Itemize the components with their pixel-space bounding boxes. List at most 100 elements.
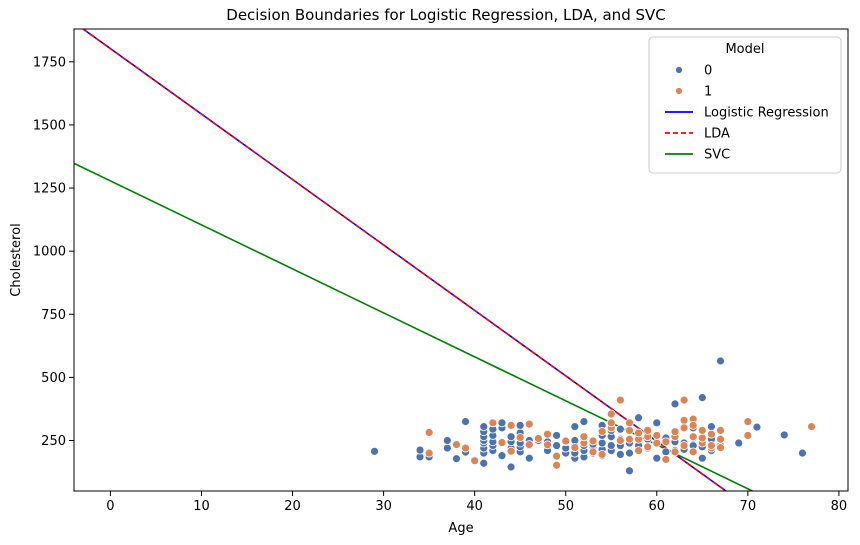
legend-marker-1 (675, 87, 683, 95)
point-class-1 (488, 418, 498, 428)
point-class-0 (524, 453, 534, 463)
point-class-0 (697, 393, 707, 402)
point-class-0 (606, 441, 616, 450)
point-class-1 (643, 426, 653, 435)
legend: Model 0 1 Logistic Regression LDA SVC (648, 36, 842, 174)
point-class-1 (534, 434, 543, 443)
y-tick-label: 1250 (33, 182, 66, 197)
point-class-0 (579, 417, 589, 426)
point-class-0 (734, 438, 744, 448)
point-class-1 (697, 433, 707, 443)
x-tick-label: 0 (106, 499, 114, 514)
scatter-points (370, 356, 816, 476)
point-class-1 (497, 438, 507, 447)
x-tick-label: 40 (466, 499, 483, 514)
point-class-1 (570, 443, 580, 452)
point-class-1 (707, 429, 716, 439)
lda-line (82, 29, 727, 491)
point-class-0 (497, 451, 507, 461)
legend-label: 1 (704, 85, 712, 100)
point-class-1 (597, 449, 607, 459)
point-class-1 (506, 446, 516, 456)
point-class-1 (579, 432, 589, 442)
point-class-1 (524, 440, 534, 449)
point-class-0 (779, 430, 789, 440)
point-class-1 (743, 417, 753, 426)
point-class-1 (679, 395, 689, 405)
point-class-0 (452, 454, 461, 464)
point-class-1 (670, 447, 680, 457)
y-tick-label: 750 (41, 308, 66, 323)
point-class-1 (716, 434, 725, 444)
x-tick-label: 70 (740, 499, 757, 514)
point-class-0 (506, 462, 516, 472)
point-class-0 (552, 441, 562, 450)
point-class-0 (370, 446, 379, 456)
point-class-1 (652, 431, 662, 440)
point-class-1 (670, 427, 680, 437)
point-class-1 (543, 429, 552, 439)
legend-label: SVC (704, 148, 730, 163)
point-class-1 (697, 426, 707, 435)
point-class-0 (652, 453, 662, 463)
point-class-1 (597, 427, 607, 436)
point-class-1 (424, 448, 434, 458)
point-class-1 (524, 419, 534, 429)
point-class-0 (570, 422, 580, 432)
point-class-1 (707, 441, 716, 450)
point-class-1 (679, 441, 689, 450)
x-tick-label: 50 (557, 499, 574, 514)
point-class-1 (561, 436, 571, 446)
x-tick-label: 30 (375, 499, 392, 514)
point-class-0 (652, 418, 662, 428)
point-class-1 (688, 447, 698, 457)
point-class-0 (479, 422, 489, 432)
point-class-0 (415, 445, 425, 455)
point-class-1 (506, 420, 516, 430)
point-class-0 (442, 436, 452, 445)
x-axis: 0 10 20 30 40 50 60 70 80 (106, 491, 847, 514)
point-class-1 (661, 455, 671, 464)
point-class-1 (615, 395, 625, 405)
point-class-0 (661, 447, 671, 457)
y-tick-label: 1500 (33, 118, 66, 133)
point-class-0 (552, 431, 562, 440)
point-class-0 (716, 356, 725, 366)
y-tick-label: 1000 (33, 245, 66, 260)
legend-marker-0 (675, 66, 683, 74)
point-class-1 (552, 451, 562, 461)
point-class-1 (634, 428, 643, 438)
x-tick-label: 10 (193, 499, 210, 514)
point-class-1 (452, 440, 461, 449)
point-class-1 (588, 436, 598, 446)
legend-label: Logistic Regression (704, 106, 829, 121)
point-class-0 (442, 443, 452, 453)
point-class-0 (615, 449, 625, 459)
point-class-1 (643, 442, 653, 452)
y-axis: 250 500 750 1000 1250 1500 1750 (33, 55, 74, 449)
point-class-0 (670, 399, 680, 409)
point-class-0 (697, 453, 707, 463)
chart-title: Decision Boundaries for Logistic Regress… (226, 6, 665, 24)
point-class-1 (588, 447, 598, 457)
point-class-0 (506, 432, 516, 442)
point-class-1 (552, 460, 562, 470)
point-class-0 (798, 448, 807, 458)
plot-frame (73, 28, 849, 492)
point-class-0 (515, 420, 525, 430)
point-class-1 (515, 433, 525, 442)
point-class-0 (634, 413, 643, 423)
y-tick-label: 500 (41, 371, 66, 386)
point-class-1 (661, 437, 671, 447)
point-class-1 (606, 418, 616, 428)
point-class-1 (461, 443, 470, 453)
point-class-1 (615, 436, 625, 445)
x-tick-label: 20 (284, 499, 301, 514)
point-class-1 (625, 434, 634, 444)
point-class-0 (752, 422, 762, 432)
y-tick-label: 250 (41, 434, 66, 449)
point-class-1 (716, 443, 725, 452)
point-class-0 (615, 424, 625, 434)
point-class-0 (497, 418, 507, 428)
